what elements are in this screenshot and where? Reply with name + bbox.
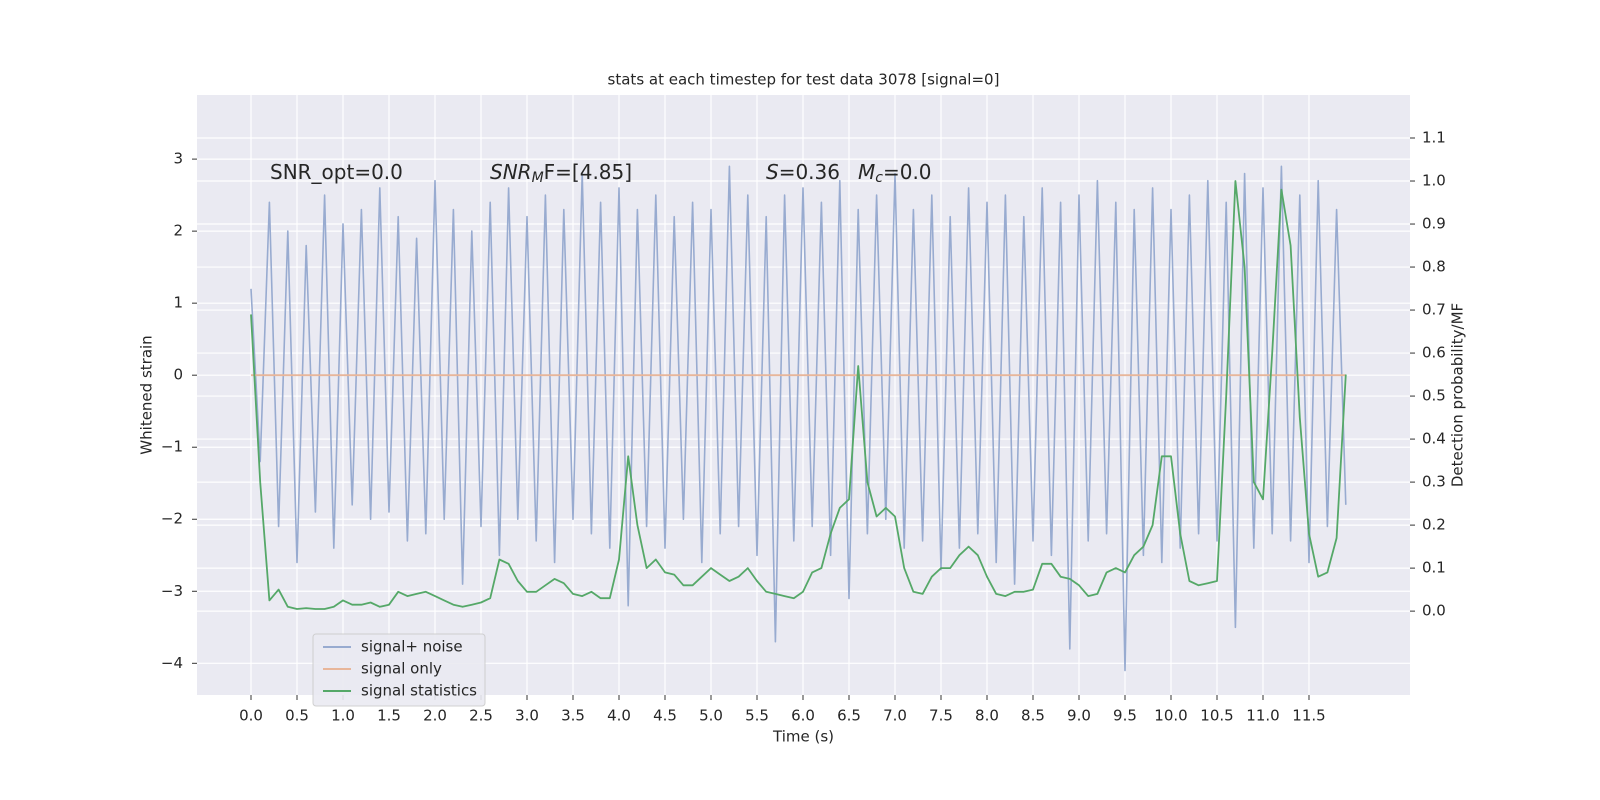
x-tick-label: 6.5 [837,707,861,725]
y2-tick-label: 1.1 [1422,129,1446,147]
legend [312,633,486,707]
y2-tick-label: 0.4 [1422,430,1446,448]
y2-tick-label: 0.8 [1422,258,1446,276]
x-tick-label: 10.5 [1200,707,1233,725]
y2-tick-label: 0.9 [1422,215,1446,233]
x-tick-label: 10.0 [1154,707,1187,725]
x-tick-label: 11.0 [1246,707,1279,725]
x-tick-label: 3.0 [515,707,539,725]
y2-tick-label: 0.6 [1422,344,1446,362]
y2-tick-label: 0.2 [1422,516,1446,534]
x-tick-label: 1.0 [331,707,355,725]
y2-tick-label: 0.0 [1422,602,1446,620]
x-tick-label: 4.0 [607,707,631,725]
y-tick-label: 2 [173,222,183,240]
annotation: SNRMF=[4.85] [490,160,632,187]
x-tick-label: 4.5 [653,707,677,725]
y-tick-label: −4 [161,654,183,672]
annotation-sub: M [532,170,544,186]
y-axis-label: Whitened strain [138,335,156,454]
y-tick-label: 3 [173,150,183,168]
y-tick-label: 0 [173,366,183,384]
y2-tick-label: 0.1 [1422,559,1446,577]
annotation-text: S [766,160,779,184]
x-tick-label: 7.0 [883,707,907,725]
x-tick-label: 0.5 [285,707,309,725]
y2-tick-label: 1.0 [1422,172,1446,190]
legend-label: signal only [361,660,442,678]
y-tick-label: −2 [161,510,183,528]
annotation: SNR_opt=0.0 [270,160,403,184]
x-tick-label: 2.0 [423,707,447,725]
annotation-text: M [858,160,875,184]
x-tick-label: 8.5 [1021,707,1045,725]
series-line [250,165,1347,672]
legend-label: signal+ noise [361,638,463,656]
x-tick-label: 9.5 [1113,707,1137,725]
x-tick-label: 3.5 [561,707,585,725]
annotation-sub: c [875,170,883,186]
y2-axis-label: Detection probability/MF [1449,303,1467,487]
y-tick-label: −3 [161,582,183,600]
annotation-text: SNR [490,160,532,184]
x-tick-label: 5.5 [745,707,769,725]
series-line [250,180,1347,610]
annotation-tail: =0.0 [883,160,932,184]
y2-tick-label: 0.7 [1422,301,1446,319]
annotation-tail: F=[4.85] [544,160,632,184]
annotation: Mc=0.0 [858,160,932,187]
x-tick-label: 9.0 [1067,707,1091,725]
annotation-tail: =0.36 [779,160,840,184]
annotation-text: SNR_opt=0.0 [270,160,403,184]
x-tick-label: 6.0 [791,707,815,725]
x-tick-label: 11.5 [1292,707,1325,725]
annotation: S=0.36 [766,160,840,184]
chart-title: stats at each timestep for test data 307… [608,71,1000,89]
x-tick-label: 7.5 [929,707,953,725]
x-axis-label: Time (s) [772,728,834,746]
x-tick-label: 5.0 [699,707,723,725]
y2-tick-label: 0.5 [1422,387,1446,405]
y-tick-label: −1 [161,438,183,456]
x-tick-label: 0.0 [239,707,263,725]
y2-tick-label: 0.3 [1422,473,1446,491]
x-tick-label: 1.5 [377,707,401,725]
y-tick-label: 1 [173,294,183,312]
x-tick-label: 8.0 [975,707,999,725]
legend-label: signal statistics [361,682,477,700]
x-tick-label: 2.5 [469,707,493,725]
